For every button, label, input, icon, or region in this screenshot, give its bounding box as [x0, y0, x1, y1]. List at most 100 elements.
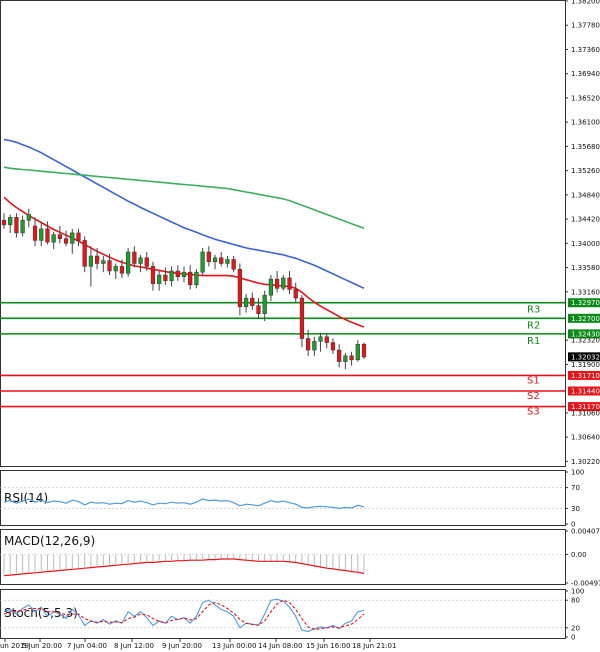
candle [138, 254, 143, 273]
candle [312, 336, 317, 356]
level-price-tag [568, 329, 600, 339]
candle-body-bull [126, 251, 131, 274]
candle-body-bull [318, 336, 323, 342]
level-price-label: 1.32700 [571, 315, 600, 323]
candle [343, 352, 348, 370]
candle [82, 236, 87, 273]
moving-average-line [3, 166, 365, 230]
level-name-s2: S2 [527, 391, 540, 402]
level-name-r1: R1 [527, 336, 540, 347]
candle-body-bear [94, 255, 100, 264]
macd-signal-line [3, 558, 365, 577]
price-tick-label: 1.34420 [571, 216, 600, 224]
candle-body-bear [337, 349, 342, 362]
time-tick-label: 5 Jun 20:00 [22, 642, 62, 650]
candle-body-bear [132, 251, 137, 264]
sub-tick-label: 0 [571, 521, 575, 529]
candle [126, 247, 131, 277]
price-tick-label: 1.35260 [571, 167, 600, 175]
candle-body-bear [349, 355, 354, 361]
candle [200, 247, 205, 276]
candle [169, 266, 174, 287]
candle [8, 214, 13, 233]
candle [262, 290, 267, 322]
candle [20, 215, 25, 237]
candle-body-bear [274, 278, 280, 289]
time-tick-label: un 2019 [0, 642, 29, 650]
candle-body-bull [8, 217, 13, 226]
time-tick-label: 18 Jun 21:01 [352, 642, 396, 650]
stoch-d-line [3, 599, 365, 631]
candle [268, 275, 274, 301]
level-price-tag [568, 402, 600, 412]
candle [318, 332, 323, 352]
candle-body-bear [237, 269, 242, 308]
time-tick-label: 8 Jun 12:00 [114, 642, 154, 650]
level-price-label: 1.31440 [571, 388, 600, 396]
time-tick-label: 7 Jun 04:00 [67, 642, 107, 650]
candle-body-bull [212, 257, 218, 263]
candle-body-bull [101, 260, 106, 264]
candle-body-bear [150, 266, 156, 284]
candle-body-bull [312, 341, 317, 351]
moving-average-line [3, 138, 365, 290]
candle [274, 271, 280, 293]
candle [163, 267, 168, 285]
candle-body-bull [225, 259, 230, 264]
candle [212, 254, 218, 270]
candle-body-bear [306, 338, 311, 351]
price-axis: 1.38200 1.37780 1.37360 1.36940 1.36520 1.361… [565, 0, 600, 466]
pivot-levels: R3 1.32970 R2 1.32700 R1 1.32430 S1 1.31710 S2 1.… [0, 298, 600, 418]
candle-body-bull [39, 228, 44, 241]
price-tick-label: 1.36940 [571, 70, 600, 78]
candle [250, 292, 255, 310]
candle [63, 230, 69, 247]
rsi-panel: RSI(14) 100 70 30 0 [0, 469, 584, 529]
candle [256, 298, 261, 319]
candle-body-bear [250, 297, 255, 306]
candle [1, 213, 7, 229]
candle [119, 259, 125, 278]
candle-body-bull [355, 344, 360, 361]
level-price-tag [568, 313, 600, 323]
candle-body-bear [299, 297, 305, 339]
candle [281, 275, 286, 291]
candle [355, 340, 360, 362]
candle-body-bull [113, 266, 118, 272]
candle [32, 217, 38, 247]
candle [231, 256, 236, 273]
time-tick-label: 9 Jun 20:00 [162, 642, 202, 650]
price-tick-label: 1.36100 [571, 119, 600, 127]
candle [88, 246, 94, 287]
candle-body-bear [219, 257, 224, 264]
candle [293, 282, 298, 303]
macd-content: 0.004071 0.00 -0.004975 [0, 528, 600, 588]
time-tick-label: 13 Jun 00:00 [212, 642, 256, 650]
sub-tick-label: -0.004975 [571, 580, 600, 588]
level-name-r3: R3 [527, 305, 540, 316]
rsi-panel-frame [0, 470, 566, 526]
sub-tick-label: 20 [571, 624, 580, 632]
candle-body-bear [1, 219, 7, 226]
candle-body-bear [330, 342, 336, 351]
current-price-label: 1.32032 [571, 353, 600, 361]
candle-body-bull [169, 270, 174, 282]
candle [39, 223, 44, 247]
price-tick-label: 1.35680 [571, 143, 600, 151]
price-panel: R3 1.32970 R2 1.32700 R1 1.32430 S1 1.31710 S2 1.… [0, 0, 600, 467]
candle-body-bear [144, 257, 149, 267]
candle-body-bear [14, 217, 19, 234]
candle [26, 208, 31, 228]
candle-body-bear [324, 336, 329, 343]
price-tick-label: 1.33160 [571, 288, 600, 296]
candle-body-bear [32, 225, 38, 241]
candle-body-bear [175, 270, 180, 278]
candle-body-bear [45, 228, 50, 243]
candle [306, 329, 311, 356]
price-tick-label: 1.30640 [571, 434, 600, 442]
candle [324, 332, 329, 349]
candle [243, 294, 249, 313]
